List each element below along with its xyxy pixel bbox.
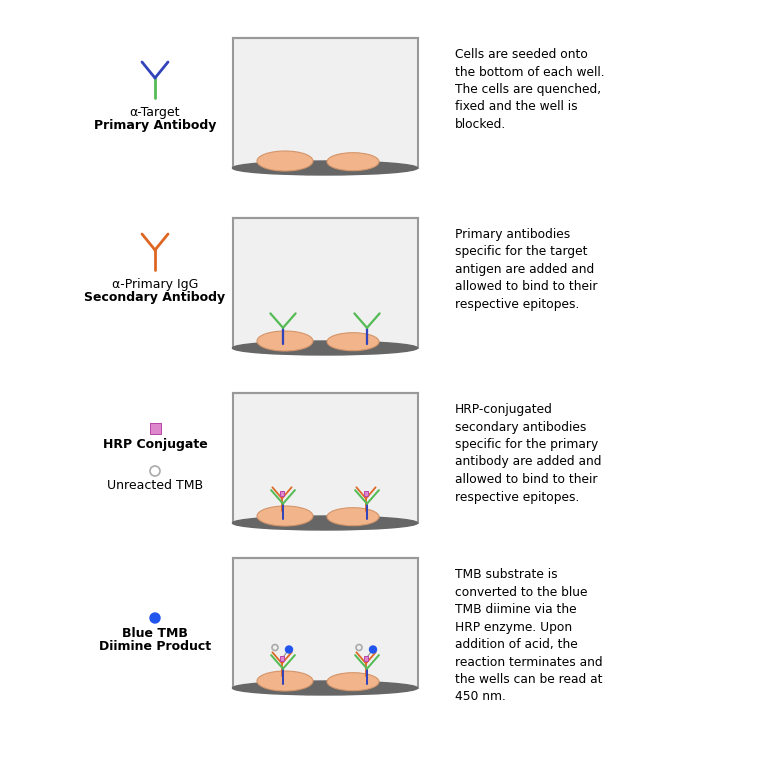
Text: α-Primary IgG: α-Primary IgG bbox=[112, 278, 198, 291]
FancyBboxPatch shape bbox=[364, 656, 368, 661]
Text: Unreacted TMB: Unreacted TMB bbox=[107, 479, 203, 492]
Text: Cells are seeded onto
the bottom of each well.
The cells are quenched,
fixed and: Cells are seeded onto the bottom of each… bbox=[455, 48, 604, 131]
FancyBboxPatch shape bbox=[232, 393, 417, 523]
Text: Primary antibodies
specific for the target
antigen are added and
allowed to bind: Primary antibodies specific for the targ… bbox=[455, 228, 597, 311]
Text: Secondary Antibody: Secondary Antibody bbox=[85, 291, 225, 304]
Ellipse shape bbox=[257, 506, 313, 526]
Text: HRP Conjugate: HRP Conjugate bbox=[102, 438, 207, 451]
FancyBboxPatch shape bbox=[232, 38, 417, 168]
Ellipse shape bbox=[257, 151, 313, 171]
Circle shape bbox=[150, 613, 160, 623]
Circle shape bbox=[370, 646, 377, 653]
Ellipse shape bbox=[257, 331, 313, 351]
Ellipse shape bbox=[327, 672, 379, 691]
Text: TMB substrate is
converted to the blue
TMB diimine via the
HRP enzyme. Upon
addi: TMB substrate is converted to the blue T… bbox=[455, 568, 603, 704]
Circle shape bbox=[286, 646, 293, 653]
Text: HRP-conjugated
secondary antibodies
specific for the primary
antibody are added : HRP-conjugated secondary antibodies spec… bbox=[455, 403, 601, 503]
FancyBboxPatch shape bbox=[232, 558, 417, 688]
Ellipse shape bbox=[327, 153, 379, 170]
Text: Diimine Product: Diimine Product bbox=[99, 640, 211, 653]
FancyBboxPatch shape bbox=[280, 491, 284, 496]
Ellipse shape bbox=[327, 508, 379, 526]
FancyBboxPatch shape bbox=[150, 422, 160, 433]
Text: α-Target: α-Target bbox=[130, 106, 180, 119]
FancyBboxPatch shape bbox=[280, 656, 284, 661]
FancyBboxPatch shape bbox=[364, 491, 368, 496]
Ellipse shape bbox=[232, 341, 417, 355]
Text: Primary Antibody: Primary Antibody bbox=[94, 119, 216, 132]
FancyBboxPatch shape bbox=[232, 218, 417, 348]
Ellipse shape bbox=[232, 161, 417, 175]
Ellipse shape bbox=[257, 671, 313, 691]
Text: Blue TMB: Blue TMB bbox=[122, 627, 188, 640]
Ellipse shape bbox=[232, 516, 417, 530]
Ellipse shape bbox=[232, 681, 417, 695]
Ellipse shape bbox=[327, 332, 379, 351]
